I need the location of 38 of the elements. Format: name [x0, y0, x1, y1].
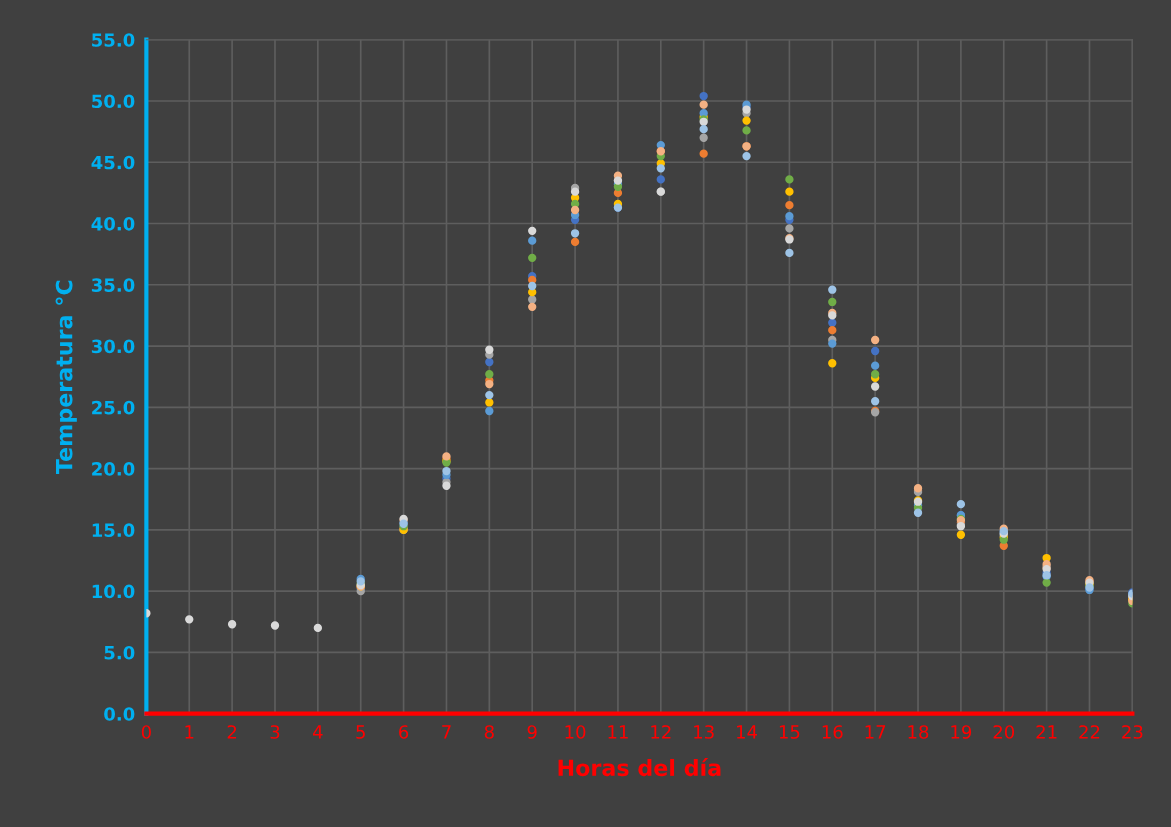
- x-tick-label: 2: [227, 725, 237, 739]
- x-tick-label: 8: [484, 725, 494, 739]
- x-axis-title: Horas del día: [558, 758, 721, 777]
- y-tick-label: 20.0: [92, 462, 135, 476]
- x-tick-label: 20: [993, 725, 1015, 739]
- y-tick-label: 15.0: [92, 523, 135, 537]
- y-tick-label: 25.0: [92, 400, 135, 415]
- y-axis-title: Temperatura °C: [55, 280, 77, 475]
- x-tick-label: 7: [442, 725, 451, 739]
- x-tick-label: 4: [312, 725, 323, 739]
- y-tick-label: 30.0: [91, 339, 135, 354]
- x-tick-label: 22: [1079, 725, 1100, 739]
- x-tick-label: 14: [737, 725, 758, 739]
- y-tick-label: 45.0: [91, 155, 135, 170]
- y-tick-label: 35.0: [91, 278, 135, 292]
- x-tick-label: 6: [399, 725, 409, 739]
- x-tick-label: 21: [1036, 725, 1057, 739]
- y-tick-label: 55.0: [92, 33, 135, 47]
- x-tick-label: 10: [565, 725, 586, 739]
- x-tick-label: 18: [908, 725, 929, 739]
- y-tick-label: 0.0: [104, 707, 135, 721]
- x-tick-label: 19: [951, 725, 972, 739]
- x-tick-label: 3: [270, 725, 280, 739]
- y-tick-label: 50.0: [92, 94, 135, 109]
- x-tick-label: 16: [822, 725, 843, 739]
- y-tick-label: 10.0: [92, 584, 135, 599]
- x-tick-label: 15: [779, 725, 800, 739]
- x-tick-label: 12: [651, 725, 671, 739]
- x-tick-label: 5: [356, 725, 365, 739]
- x-tick-label: 11: [608, 725, 628, 739]
- y-tick-label: 40.0: [91, 216, 135, 231]
- x-tick-label: 9: [527, 725, 537, 739]
- x-tick-label: 13: [694, 725, 714, 739]
- y-tick-label: 5.0: [104, 645, 135, 660]
- x-tick-label: 0: [141, 725, 151, 739]
- x-tick-label: 17: [865, 725, 886, 739]
- x-tick-label: 1: [185, 725, 194, 739]
- x-tick-label: 23: [1122, 725, 1143, 739]
